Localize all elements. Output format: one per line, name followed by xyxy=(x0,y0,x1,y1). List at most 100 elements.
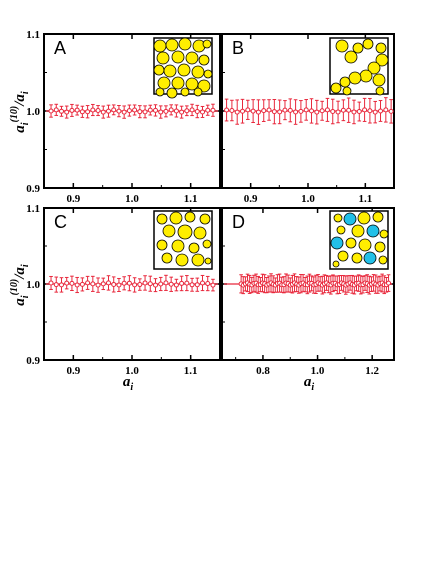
data-point xyxy=(351,99,357,125)
data-marker xyxy=(173,282,179,288)
panel-letter: A xyxy=(54,38,66,58)
data-marker xyxy=(303,107,309,113)
data-point xyxy=(378,100,384,122)
inset-particle xyxy=(153,39,167,53)
data-point xyxy=(132,277,138,293)
data-marker xyxy=(386,280,392,286)
data-point xyxy=(335,100,341,124)
y-axis-title-bottom-den: a xyxy=(12,267,28,275)
data-marker xyxy=(205,107,211,113)
data-point xyxy=(298,100,304,123)
data-marker xyxy=(205,281,211,287)
data-point xyxy=(314,99,320,125)
data-marker xyxy=(200,109,206,115)
data-marker xyxy=(184,108,190,114)
data-point xyxy=(64,276,70,290)
data-point xyxy=(168,104,174,116)
inset-particle xyxy=(193,226,207,240)
data-marker xyxy=(95,282,101,288)
data-point xyxy=(200,105,206,118)
inset-particle xyxy=(375,53,389,67)
data-marker xyxy=(53,107,59,113)
data-marker xyxy=(210,107,216,113)
data-point xyxy=(255,99,261,125)
data-point xyxy=(346,97,352,123)
data-marker xyxy=(147,281,153,287)
data-marker xyxy=(335,109,341,115)
x-tick-label: 1.1 xyxy=(358,193,372,205)
inset-particle xyxy=(374,241,386,253)
data-point xyxy=(200,274,206,292)
data-point xyxy=(240,98,246,124)
data-point xyxy=(324,97,330,122)
x-axis-title-left-main: a xyxy=(123,374,131,390)
data-marker xyxy=(90,281,96,287)
data-marker xyxy=(287,107,293,113)
data-point xyxy=(74,104,80,116)
y-tick-label: 1.0 xyxy=(26,279,40,291)
data-point xyxy=(245,99,251,120)
panel-letter: B xyxy=(232,38,244,58)
data-marker xyxy=(314,109,320,115)
data-marker xyxy=(224,107,230,113)
x-axis-title-right-sub: i xyxy=(311,382,314,393)
panels: 0.9 1.0 1.10.91.01.1A0.9 1.0 1.1B0.9 1.0 1.10.… xyxy=(26,29,395,377)
inset-particle xyxy=(330,236,344,250)
data-marker xyxy=(173,108,179,114)
data-point xyxy=(137,105,143,119)
x-tick-label: 1.2 xyxy=(365,365,379,377)
data-point xyxy=(142,105,148,119)
data-point xyxy=(271,98,277,125)
data-point xyxy=(153,104,159,117)
data-marker xyxy=(309,108,315,114)
inset-particle xyxy=(367,61,381,75)
data-point xyxy=(100,105,106,119)
data-marker xyxy=(153,107,159,113)
panel-letter: D xyxy=(232,212,245,232)
data-point xyxy=(105,104,111,118)
data-marker xyxy=(153,282,159,288)
data-marker xyxy=(142,280,148,286)
data-point xyxy=(64,105,70,119)
data-point xyxy=(168,276,174,292)
data-point xyxy=(194,277,200,292)
data-point xyxy=(356,101,362,122)
data-marker xyxy=(158,109,164,115)
data-marker xyxy=(85,109,91,115)
data-marker xyxy=(189,107,195,113)
data-point xyxy=(95,277,101,293)
y-axis-title-top-sup: (10) xyxy=(9,106,20,123)
data-marker xyxy=(116,108,122,114)
x-axis-title-right: ai xyxy=(304,374,315,393)
inset-particle xyxy=(156,213,168,225)
data-point xyxy=(158,105,164,119)
data-marker xyxy=(184,280,190,286)
data-point xyxy=(126,275,132,292)
data-point xyxy=(137,278,143,291)
y-tick-label: 0.9 xyxy=(26,183,40,195)
inset-particle xyxy=(375,42,387,54)
data-point xyxy=(90,275,96,292)
inset-particle xyxy=(358,238,372,252)
data-marker xyxy=(147,107,153,113)
inset-particle xyxy=(375,86,385,96)
data-point xyxy=(319,100,325,121)
data-marker xyxy=(121,280,127,286)
y-tick-label: 1.1 xyxy=(26,203,40,215)
inset-particle xyxy=(343,212,357,226)
y-tick-label: 0.9 xyxy=(26,355,40,367)
data-point xyxy=(111,276,117,293)
data-point xyxy=(126,104,132,117)
data-point xyxy=(116,105,122,118)
data-marker xyxy=(48,280,54,286)
inset-particle xyxy=(345,237,357,249)
data-marker xyxy=(69,107,75,113)
data-point xyxy=(147,275,153,292)
y-axis-title-top-sub: i xyxy=(20,122,31,125)
data-marker xyxy=(74,107,80,113)
data-marker xyxy=(255,109,261,115)
x-axis-title-right-main: a xyxy=(304,374,312,390)
inset-particle xyxy=(202,39,212,49)
inset-particle xyxy=(332,260,340,268)
inset-particle xyxy=(351,224,365,238)
